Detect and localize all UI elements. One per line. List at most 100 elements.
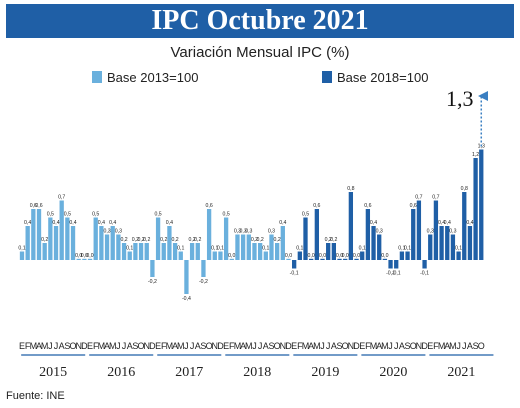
month-label-2015-3: M [30,341,38,351]
year-label-2017: 2017 [175,365,203,380]
bar-2020-3 [371,226,376,260]
value-label-2017-7: 0,2 [188,237,195,243]
bar-2016-7 [121,243,127,260]
value-label-2017-12: 0,1 [217,246,224,252]
month-label-2015-4: A [36,341,42,351]
month-label-2018-6: J [252,341,257,351]
value-label-2015-8: 0,7 [58,195,65,201]
bar-2019-9 [337,258,342,260]
bar-2021-5 [450,234,456,260]
month-label-2019-1: E [291,341,297,351]
bar-2015-5 [42,243,47,260]
value-label-2019-8: 0,2 [330,237,337,243]
month-label-2016-1: E [87,341,93,351]
value-label-2019-4: 0,0 [308,253,315,259]
month-label-2021-10: O [478,341,485,351]
value-label-2020-3: 0,4 [370,220,377,226]
month-label-2015-6: J [48,341,53,351]
value-label-2015-2: 0,4 [24,220,31,226]
month-label-2016-6: J [116,341,121,351]
legend-label-base-2018: Base 2018=100 [337,70,429,85]
bar-2020-1 [360,251,365,260]
month-label-2020-7: J [394,341,399,351]
bar-2020-9 [405,251,410,260]
legend-item-base-2013: Base 2013=100 [92,70,198,85]
month-label-2018-9: S [268,341,274,351]
value-label-2021-2: 0,7 [432,195,439,201]
bar-2020-8 [399,251,405,260]
value-label-2021-1: 0,3 [427,229,434,235]
bar-2017-6 [184,260,189,294]
month-label-2020-1: E [359,341,365,351]
bar-2018-7 [257,243,263,260]
month-label-2019-3: M [302,341,310,351]
bar-2018-8 [263,251,268,260]
bar-2015-3 [31,209,36,260]
month-label-2015-11: N [75,341,82,351]
bar-2021-7 [462,192,467,260]
bar-2020-11 [416,200,422,260]
value-label-2018-10: 0,2 [274,237,281,243]
value-label-2018-5: 0,3 [245,229,252,235]
bar-2018-9 [269,234,274,260]
bar-2015-12 [82,258,87,260]
bar-2019-3 [303,217,308,260]
value-label-2021-7: 0,8 [461,186,468,192]
bar-2020-7 [394,260,399,269]
month-label-2016-4: A [104,341,110,351]
value-label-2015-1: 0,1 [18,246,25,252]
month-label-2020-10: O [410,341,417,351]
month-label-2017-12: D [217,341,224,351]
bar-2015-11 [76,258,81,260]
month-label-2019-8: A [331,341,337,351]
value-label-2019-7: 0,2 [325,237,332,243]
value-label-2019-10: 0,0 [342,253,349,259]
month-label-2018-11: N [280,341,287,351]
month-label-2020-12: D [421,341,428,351]
month-label-2018-4: A [240,341,246,351]
month-label-2016-10: O [138,341,145,351]
value-label-2015-3: 0,6 [30,203,37,209]
legend-item-base-2018: Base 2018=100 [322,70,428,85]
bar-2017-11 [212,251,217,260]
value-label-2016-7: 0,2 [120,237,127,243]
value-label-2016-8: 0,1 [126,246,133,252]
month-label-2019-12: D [353,341,360,351]
month-label-2021-1: E [427,341,433,351]
bar-2017-12 [218,251,223,260]
month-label-2021-4: A [444,341,450,351]
bar-2018-3 [235,234,240,260]
value-label-2020-1: 0,1 [359,246,366,252]
month-label-2016-7: J [122,341,127,351]
bar-2018-11 [280,226,285,260]
month-label-2021-7: J [462,341,467,351]
callout-arrow-head [478,91,488,101]
bar-2019-6 [320,258,325,260]
bar-2018-5 [246,234,251,260]
value-label-2018-9: 0,3 [268,229,275,235]
month-label-2019-4: A [308,341,314,351]
month-label-2019-9: S [337,341,343,351]
bar-2021-1 [428,234,433,260]
value-label-2020-12: -0,1 [420,271,429,277]
value-label-2015-5: 0,2 [41,237,48,243]
month-label-2017-6: J [184,341,189,351]
bar-2021-2 [433,200,439,260]
value-label-2015-7: 0,4 [52,220,59,226]
value-label-2020-2: 0,6 [364,203,371,209]
value-label-2020-5: 0,0 [381,253,388,259]
month-label-2017-1: E [155,341,161,351]
bar-2016-3 [99,226,104,260]
value-label-2018-3: 0,3 [234,229,241,235]
month-label-2015-5: M [41,341,49,351]
month-label-2019-5: M [313,341,321,351]
bar-2017-3 [167,226,172,260]
bar-2019-4 [309,258,314,260]
bar-2019-5 [314,209,319,260]
bar-2019-12 [354,258,359,260]
month-label-2019-6: J [320,341,325,351]
value-label-2017-9: -0,2 [199,279,208,285]
value-label-2021-4: 0,4 [444,220,451,226]
value-label-2017-8: 0,2 [194,237,201,243]
month-label-2017-4: A [172,341,178,351]
